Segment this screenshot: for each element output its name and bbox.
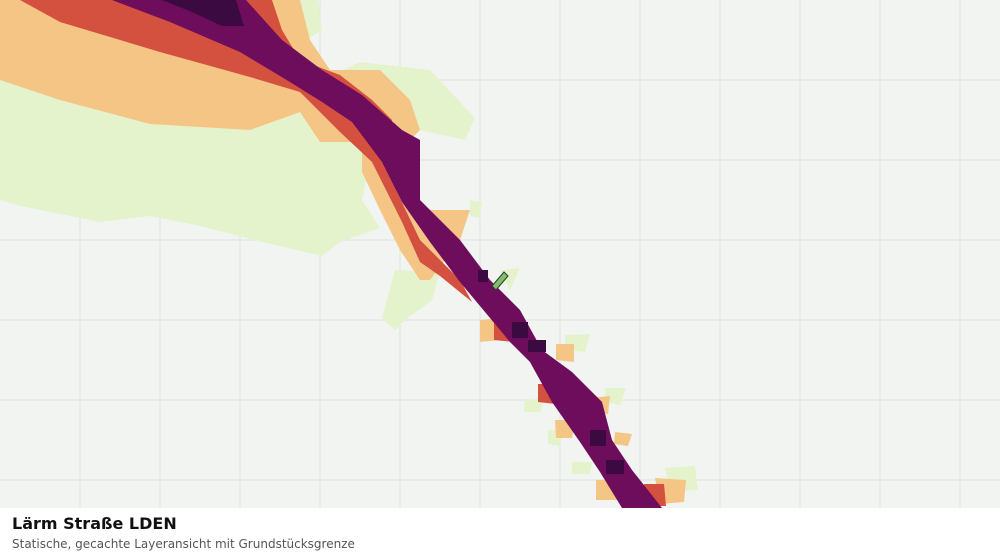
info-panel: Lärm Straße LDEN Statische, gecachte Lay… (0, 508, 1000, 560)
noise-zone-extreme (162, 0, 624, 474)
parcel-boundary[interactable] (491, 271, 509, 291)
layer-title: Lärm Straße LDEN (12, 514, 177, 533)
layer-subtitle: Statische, gecachte Layeransicht mit Gru… (12, 537, 355, 551)
noise-zone-very-high (112, 0, 662, 508)
